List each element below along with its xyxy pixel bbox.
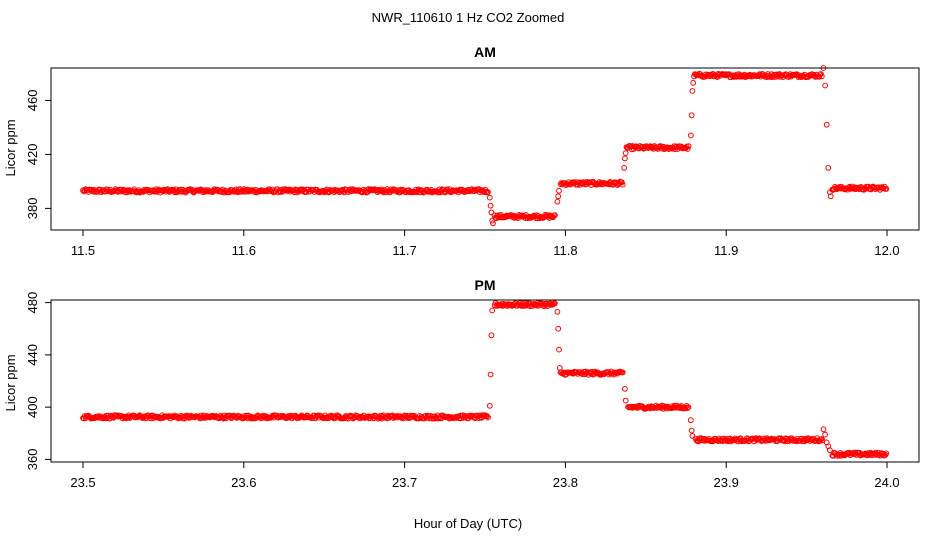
pm-point — [684, 405, 691, 412]
am-point — [825, 165, 832, 171]
am-point — [621, 165, 627, 171]
pm-x-tick-label: 23.7 — [392, 475, 417, 490]
pm-point — [822, 431, 828, 438]
am-point — [489, 217, 496, 224]
am-point — [827, 193, 834, 200]
panel-am-ylabel: Licor ppm — [3, 119, 18, 176]
pm-x-tick-label: 23.5 — [70, 475, 95, 490]
pm-point — [554, 308, 561, 315]
am-point — [555, 193, 562, 200]
pm-point — [689, 433, 696, 439]
panel-am-points — [80, 65, 890, 227]
am-x-tick-label: 11.7 — [392, 243, 416, 258]
pm-point — [517, 302, 524, 309]
panel-am-title: AM — [474, 44, 496, 60]
am-point — [487, 202, 494, 209]
pm-point — [883, 450, 890, 457]
am-point — [883, 186, 890, 192]
am-point — [171, 189, 178, 196]
pm-point — [481, 413, 488, 420]
pm-x-tick-label: 24.0 — [874, 475, 899, 490]
am-point — [556, 187, 562, 194]
x-axis-label: Hour of Day (UTC) — [414, 516, 522, 531]
pm-x-tick-label: 23.9 — [714, 475, 739, 490]
pm-point — [485, 414, 491, 421]
am-point — [823, 121, 830, 128]
am-point — [818, 73, 825, 80]
am-point — [554, 198, 561, 205]
am-point — [488, 209, 495, 216]
pm-point — [688, 427, 695, 434]
am-point — [622, 150, 629, 157]
pm-point — [556, 365, 563, 371]
pm-point — [820, 426, 827, 433]
am-point — [485, 189, 491, 196]
pm-point — [592, 369, 599, 376]
pm-point — [480, 412, 487, 419]
pm-point — [487, 371, 494, 378]
am-point — [490, 220, 496, 227]
am-x-tick-label: 11.5 — [71, 243, 95, 258]
pm-y-tick-label: 400 — [25, 396, 40, 418]
pm-point — [555, 325, 562, 332]
am-point — [827, 189, 833, 196]
am-y-tick-label: 420 — [25, 144, 40, 166]
am-point — [622, 155, 628, 162]
pm-x-tick-label: 23.8 — [553, 475, 578, 490]
pm-point — [522, 300, 529, 307]
am-point — [685, 143, 692, 150]
panel-pm: PM Licor ppm 23.5 23.6 23.7 23.8 23.9 24.0 360… — [3, 277, 920, 490]
pm-point — [488, 332, 495, 339]
pm-y-tick-label: 440 — [25, 344, 40, 366]
am-point — [684, 146, 691, 152]
pm-point — [827, 447, 833, 454]
pm-point — [224, 412, 230, 419]
pm-point — [489, 307, 496, 314]
am-x-tick-label: 11.9 — [714, 243, 738, 258]
panel-pm-points — [80, 300, 890, 459]
pm-point — [417, 415, 424, 422]
figure-title: NWR_110610 1 Hz CO2 Zoomed — [372, 10, 565, 25]
am-point — [689, 88, 696, 94]
am-point — [688, 112, 695, 119]
am-y-tick-label: 380 — [25, 198, 40, 220]
panel-am: AM Licor ppm 11.5 11.6 11.7 11.8 11.9 12.0 380… — [3, 44, 920, 258]
pm-point — [685, 404, 692, 411]
pm-y-tick-label: 480 — [25, 292, 40, 314]
pm-point — [622, 385, 628, 392]
pm-point — [818, 436, 825, 442]
am-x-tick-label: 11.8 — [553, 243, 577, 258]
pm-point — [619, 369, 626, 376]
panel-pm-frame — [50, 299, 920, 463]
pm-point — [484, 413, 491, 420]
panel-pm-title: PM — [475, 277, 496, 293]
am-point — [822, 82, 828, 89]
panel-am-frame — [50, 67, 920, 231]
pm-point — [556, 346, 562, 353]
pm-x-tick-label: 23.6 — [231, 475, 256, 490]
am-y-tick-label: 460 — [25, 90, 40, 112]
am-point — [486, 194, 493, 201]
pm-point — [552, 300, 558, 307]
pm-point — [622, 397, 629, 404]
panel-pm-ylabel: Licor ppm — [3, 354, 18, 411]
am-point — [690, 79, 697, 86]
am-point — [687, 132, 694, 139]
am-point — [619, 181, 626, 188]
am-point — [793, 71, 800, 77]
pm-point — [687, 417, 694, 424]
pm-y-tick-label: 360 — [25, 449, 40, 471]
am-x-tick-label: 12.0 — [874, 243, 899, 258]
panel-pm-axes: 23.5 23.6 23.7 23.8 23.9 24.0 360 400 440 480 — [25, 292, 900, 490]
pm-point — [145, 412, 152, 419]
panel-am-axes: 11.5 11.6 11.7 11.8 11.9 12.0 380 420 460 — [25, 90, 900, 258]
am-point — [552, 212, 558, 219]
am-x-tick-label: 11.6 — [232, 243, 256, 258]
pm-point — [486, 402, 493, 409]
